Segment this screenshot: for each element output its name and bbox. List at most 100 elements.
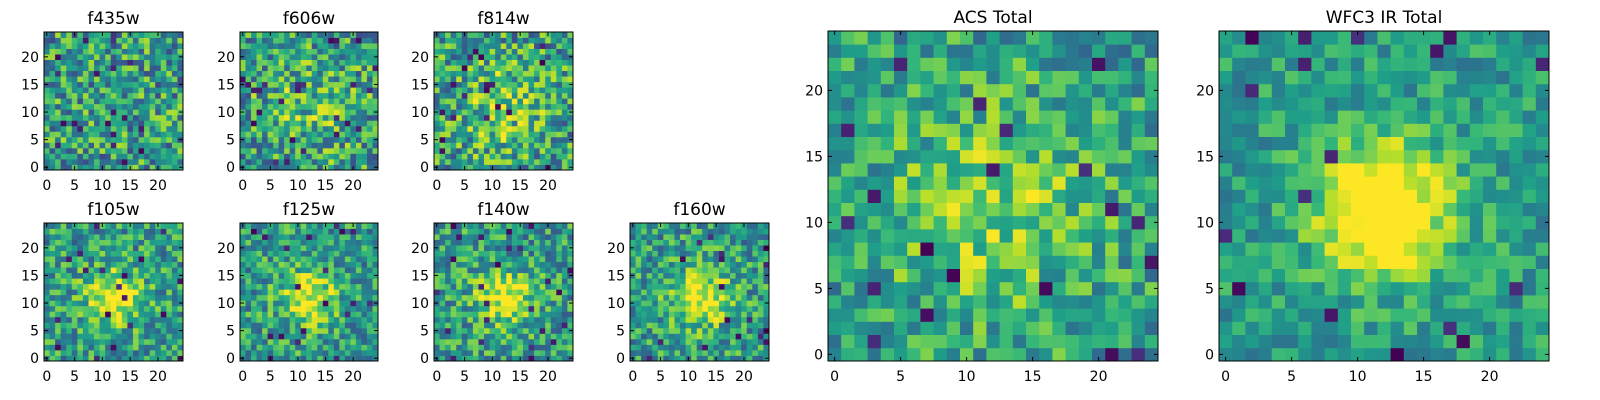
heatmap-cell <box>322 333 329 340</box>
heatmap-cell <box>132 109 139 116</box>
heatmap-cell <box>986 242 1000 256</box>
heatmap-cell <box>539 32 546 38</box>
heatmap-cell <box>149 327 156 334</box>
heatmap-cell <box>522 239 529 246</box>
heatmap-cell <box>71 239 78 246</box>
heatmap-cell <box>289 300 296 307</box>
heatmap-cell <box>907 229 921 243</box>
heatmap-cell <box>933 189 948 203</box>
heatmap-cell <box>49 349 56 356</box>
heatmap-cell <box>55 278 62 285</box>
heatmap-cell <box>741 250 748 257</box>
heatmap-cell <box>245 59 252 66</box>
heatmap-cell <box>328 245 335 251</box>
heatmap-cell <box>456 48 463 55</box>
heatmap-cell <box>251 136 257 143</box>
heatmap-cell <box>641 272 648 279</box>
heatmap-cell <box>49 278 56 285</box>
heatmap-cell <box>439 322 446 329</box>
heatmap-cell <box>177 239 184 246</box>
heatmap-cell <box>256 32 263 38</box>
heatmap-cell <box>478 92 485 99</box>
heatmap-cell <box>256 114 263 121</box>
heatmap-cell <box>88 344 95 351</box>
heatmap-cell <box>132 81 139 88</box>
heatmap-cell <box>763 316 770 323</box>
heatmap-cell <box>641 338 648 345</box>
heatmap-cell <box>322 228 329 235</box>
heatmap-cell <box>445 267 452 274</box>
heatmap-cell <box>311 338 318 345</box>
heatmap-cell <box>478 316 485 323</box>
heatmap-cell <box>284 289 291 296</box>
heatmap-cell <box>66 322 73 329</box>
heatmap-cell <box>933 295 948 309</box>
heatmap-cell <box>171 76 178 83</box>
heatmap-cell <box>511 294 518 301</box>
heatmap-cell <box>289 136 296 143</box>
heatmap-cell <box>295 125 302 132</box>
heatmap-cell <box>55 305 62 312</box>
heatmap-cell <box>561 70 568 77</box>
heatmap-cell <box>262 32 268 38</box>
heatmap-cell <box>522 311 529 318</box>
heatmap-cell <box>456 289 463 296</box>
heatmap-cell <box>1078 255 1093 269</box>
heatmap-cell <box>685 338 692 345</box>
heatmap-cell <box>680 333 686 340</box>
heatmap-cell <box>1092 308 1106 322</box>
heatmap-cell <box>355 158 362 165</box>
heatmap-cell <box>116 153 123 160</box>
heatmap-cell <box>1078 229 1093 243</box>
heatmap-cell <box>105 92 112 99</box>
heatmap-cell <box>256 261 263 268</box>
heatmap-cell <box>550 267 557 274</box>
heatmap-cell <box>355 43 362 49</box>
heatmap-cell <box>295 349 302 356</box>
heatmap-cell <box>127 43 134 49</box>
panel-title: f160w <box>673 200 725 220</box>
heatmap-cell <box>894 268 908 283</box>
heatmap-cell <box>986 229 1000 243</box>
heatmap-cell <box>867 189 882 203</box>
heatmap-cell <box>328 114 335 121</box>
heatmap-cell <box>245 43 252 49</box>
heatmap-cell <box>110 234 117 240</box>
heatmap-cell <box>166 109 173 116</box>
heatmap-cell <box>44 98 50 105</box>
heatmap-cell <box>289 92 296 99</box>
heatmap-cell <box>160 267 167 274</box>
heatmap-cell <box>539 316 546 323</box>
heatmap-cell <box>657 333 664 340</box>
heatmap-cell <box>262 294 268 301</box>
heatmap-cell <box>322 120 329 127</box>
heatmap-cell <box>735 278 742 285</box>
heatmap-cell <box>300 272 307 279</box>
heatmap-cell <box>946 189 961 203</box>
heatmap-cell <box>691 223 698 229</box>
heatmap-cell <box>166 32 173 38</box>
heatmap-cell <box>511 142 518 149</box>
heatmap-cell <box>696 300 703 307</box>
heatmap-cell <box>132 48 139 55</box>
heatmap-cell <box>289 316 296 323</box>
heatmap-cell <box>696 349 703 356</box>
heatmap-cell <box>366 59 373 66</box>
heatmap-cell <box>317 76 324 83</box>
heatmap-cell <box>60 32 67 38</box>
heatmap-cell <box>333 250 340 257</box>
heatmap-cell <box>55 333 62 340</box>
heatmap-cell <box>461 43 468 49</box>
heatmap-cell <box>439 349 446 356</box>
heatmap-cell <box>171 142 178 149</box>
heatmap-cell <box>155 43 162 49</box>
heatmap-cell <box>735 355 742 362</box>
heatmap-cell <box>522 228 529 235</box>
heatmap-cell <box>366 239 373 246</box>
heatmap-cell <box>127 48 134 55</box>
heatmap-cell <box>105 37 112 44</box>
heatmap-cell <box>355 131 362 138</box>
heatmap-cell <box>256 300 263 307</box>
heatmap-cell <box>121 349 128 356</box>
